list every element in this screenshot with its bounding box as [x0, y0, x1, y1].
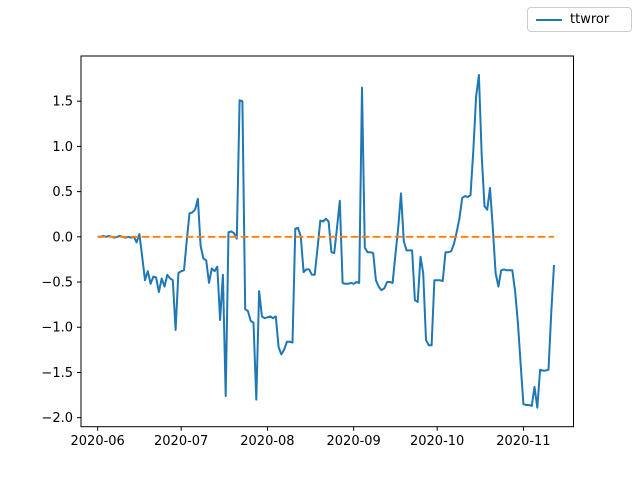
x-tick-label: 2020-07 [154, 434, 208, 449]
legend-line-sample-ttwror [536, 18, 562, 21]
x-tick-label: 2020-08 [240, 434, 294, 449]
y-tick-label: −2.0 [41, 411, 73, 426]
series-line-ttwror [97, 74, 555, 409]
legend-label: ttwror [570, 12, 610, 27]
x-tick-label: 2020-06 [71, 434, 125, 449]
x-tick-label: 2020-11 [496, 434, 550, 449]
x-tick-label: 2020-09 [327, 434, 381, 449]
y-tick-label: −0.5 [41, 276, 73, 291]
y-tick-label: 0.0 [52, 230, 73, 245]
y-tick-label: 0.5 [52, 185, 73, 200]
y-tick-label: −1.5 [41, 366, 73, 381]
y-tick-label: 1.0 [52, 140, 73, 155]
axes-spines [80, 55, 574, 428]
x-tick-label: 2020-10 [410, 434, 464, 449]
y-tick-label: −1.0 [41, 321, 73, 336]
y-tick-label: 1.5 [52, 95, 73, 110]
legend-box: ttwror [527, 7, 632, 32]
